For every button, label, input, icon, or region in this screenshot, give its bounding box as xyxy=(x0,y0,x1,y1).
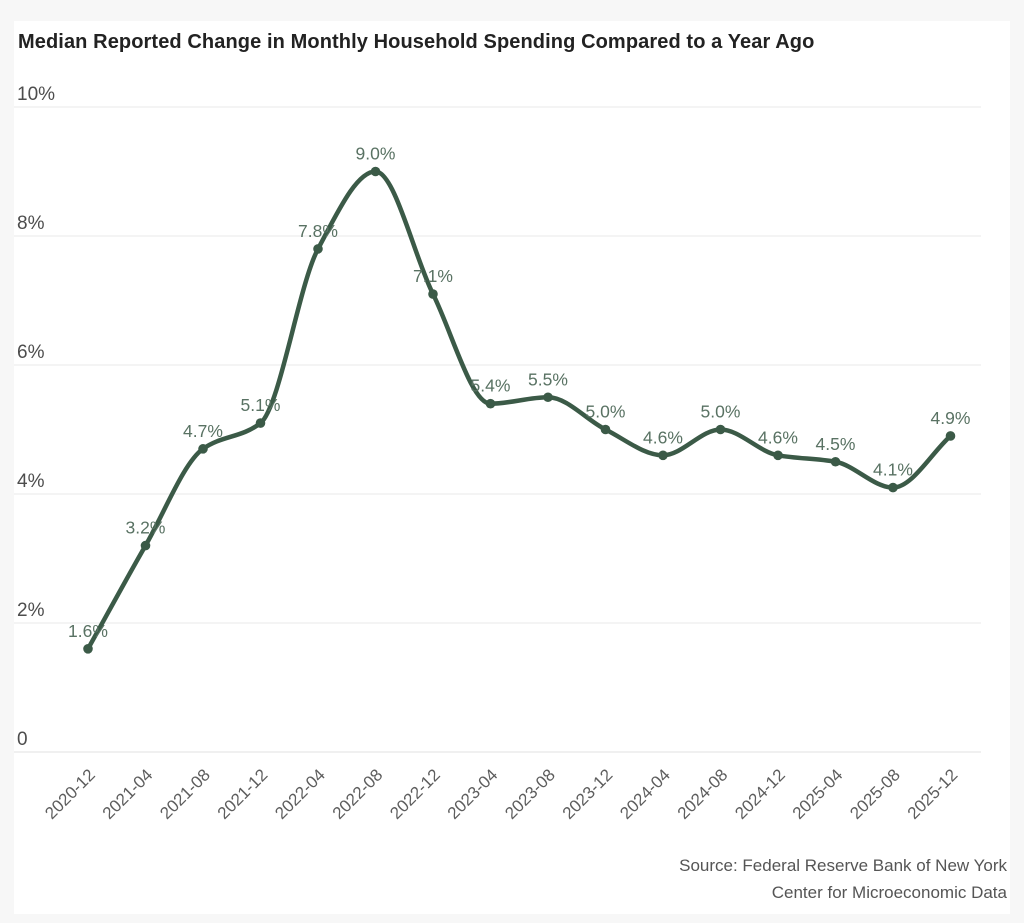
data-point-label: 9.0% xyxy=(356,144,396,164)
data-point-label: 4.7% xyxy=(183,421,223,441)
y-tick-label: 6% xyxy=(17,342,45,363)
data-point-label: 4.5% xyxy=(816,434,856,454)
data-point-label: 5.0% xyxy=(701,402,741,422)
data-point xyxy=(830,456,841,467)
x-tick-label: 2025-12 xyxy=(904,765,962,823)
data-point-label: 7.8% xyxy=(298,221,338,241)
data-point-label: 7.1% xyxy=(413,266,453,286)
data-point-label: 5.1% xyxy=(241,395,281,415)
data-point-label: 5.5% xyxy=(528,369,568,389)
y-tick-label: 10% xyxy=(17,84,55,105)
data-point-label: 4.9% xyxy=(931,408,971,428)
data-point xyxy=(370,166,381,177)
source-line-2: Center for Microeconomic Data xyxy=(771,883,1007,902)
data-point xyxy=(485,398,496,409)
x-tick-label: 2020-12 xyxy=(41,765,99,823)
data-point xyxy=(140,540,151,551)
source-line-1: Source: Federal Reserve Bank of New York xyxy=(679,856,1007,875)
data-point-label: 5.0% xyxy=(586,402,626,422)
data-point xyxy=(83,644,93,654)
data-point-label: 5.4% xyxy=(471,376,511,396)
data-point xyxy=(600,424,611,435)
data-point xyxy=(428,289,438,299)
x-tick-label: 2024-12 xyxy=(731,765,789,823)
chart-title: Median Reported Change in Monthly Househ… xyxy=(18,31,815,53)
x-tick-label: 2022-08 xyxy=(329,765,387,823)
data-point xyxy=(313,244,323,254)
y-tick-label: 4% xyxy=(17,471,45,492)
x-tick-label: 2023-08 xyxy=(501,765,559,823)
y-tick-label: 8% xyxy=(17,213,45,234)
data-point xyxy=(773,450,783,461)
y-tick-label: 0 xyxy=(17,729,28,750)
data-point-label: 4.1% xyxy=(873,460,913,480)
x-tick-label: 2021-04 xyxy=(99,765,157,823)
data-point xyxy=(945,431,956,441)
x-tick-label: 2022-12 xyxy=(386,765,444,823)
data-point xyxy=(888,482,898,493)
source-attribution: Source: Federal Reserve Bank of New York… xyxy=(679,852,1007,906)
x-tick-label: 2025-04 xyxy=(789,765,847,823)
x-tick-label: 2022-04 xyxy=(271,765,329,823)
x-tick-label: 2024-08 xyxy=(674,765,732,823)
data-point xyxy=(715,424,726,435)
data-point-label: 4.6% xyxy=(643,427,683,447)
spending-line-series xyxy=(85,169,953,652)
data-point-label: 1.6% xyxy=(68,621,108,641)
data-point xyxy=(255,418,266,428)
data-point xyxy=(543,392,553,403)
x-tick-label: 2023-04 xyxy=(444,765,502,823)
chart-card xyxy=(14,21,1010,914)
data-point xyxy=(198,444,208,454)
x-tick-label: 2021-08 xyxy=(156,765,214,823)
y-tick-label: 2% xyxy=(17,600,45,621)
x-tick-label: 2021-12 xyxy=(214,765,272,823)
data-point-label: 3.2% xyxy=(126,518,166,538)
x-tick-label: 2025-08 xyxy=(846,765,904,823)
data-point-label: 4.6% xyxy=(758,427,798,447)
x-tick-label: 2024-04 xyxy=(616,765,674,823)
x-tick-label: 2023-12 xyxy=(559,765,617,823)
data-point xyxy=(658,450,668,461)
